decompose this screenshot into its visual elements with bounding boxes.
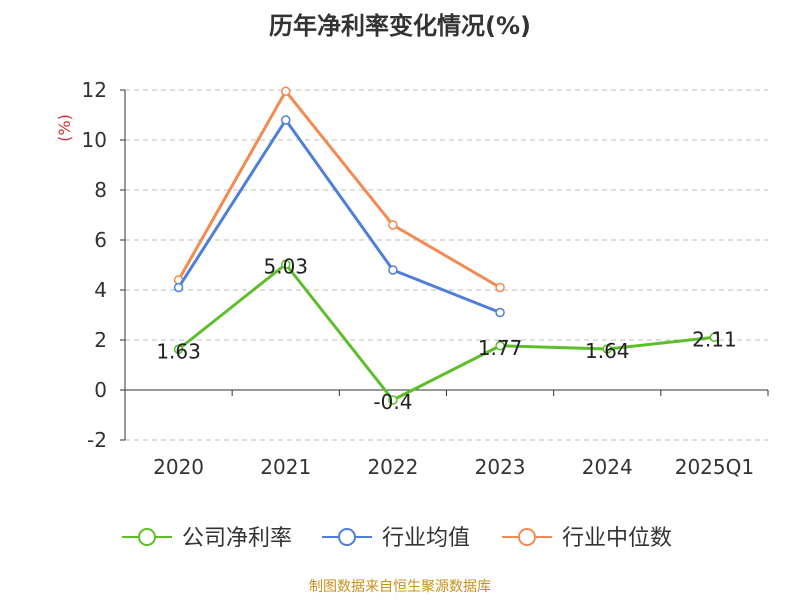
data-label: 2.11 bbox=[692, 327, 737, 351]
data-label: 1.64 bbox=[585, 339, 630, 363]
legend-marker-1 bbox=[338, 528, 356, 546]
series-point-1 bbox=[495, 307, 505, 318]
series-point-2 bbox=[281, 86, 291, 96]
series-point-1 bbox=[388, 265, 398, 275]
series-point-0 bbox=[495, 341, 505, 351]
series-line-0 bbox=[177, 262, 715, 402]
series-point-1 bbox=[281, 115, 291, 125]
legend-marker-2 bbox=[518, 528, 536, 546]
data-label: -0.4 bbox=[373, 390, 412, 414]
y-axis-label: (%) bbox=[55, 114, 74, 142]
x-tick-label: 2024 bbox=[582, 455, 633, 479]
series-point-2 bbox=[495, 282, 505, 293]
legend-label-0: 公司净利率 bbox=[182, 526, 292, 551]
series-point-0 bbox=[173, 344, 184, 354]
series-point-0 bbox=[281, 259, 291, 269]
source-footer: 制图数据来自恒生聚源数据库 bbox=[309, 579, 491, 595]
x-tick-label: 2023 bbox=[475, 455, 526, 479]
series-point-0 bbox=[709, 332, 720, 342]
y-tick-label: 10 bbox=[82, 128, 107, 152]
series-line-2 bbox=[177, 89, 501, 289]
series-point-2 bbox=[388, 220, 398, 230]
x-tick-label: 2022 bbox=[367, 455, 418, 479]
series-point-0 bbox=[388, 395, 398, 405]
y-tick-label: 8 bbox=[94, 178, 107, 202]
series-line-1 bbox=[177, 118, 501, 314]
y-tick-label: 6 bbox=[94, 228, 107, 252]
y-tick-label: -2 bbox=[87, 428, 107, 452]
x-tick-label: 2020 bbox=[153, 455, 204, 479]
data-label: 5.03 bbox=[263, 254, 308, 278]
x-tick-label: 2025Q1 bbox=[675, 455, 754, 479]
y-tick-label: 2 bbox=[94, 328, 107, 352]
legend-label-2: 行业中位数 bbox=[562, 526, 672, 551]
y-tick-label: 12 bbox=[82, 78, 107, 102]
data-label: 1.63 bbox=[156, 339, 201, 363]
y-tick-label: 0 bbox=[94, 378, 107, 402]
x-tick-label: 2021 bbox=[260, 455, 311, 479]
series-point-0 bbox=[602, 344, 612, 354]
legend-label-1: 行业均值 bbox=[382, 526, 470, 551]
series-point-1 bbox=[173, 282, 184, 293]
data-label: 1.77 bbox=[478, 336, 523, 360]
legend-marker-0 bbox=[138, 528, 156, 546]
chart-title: 历年净利率变化情况(%) bbox=[269, 12, 531, 40]
y-tick-label: 4 bbox=[94, 278, 107, 302]
